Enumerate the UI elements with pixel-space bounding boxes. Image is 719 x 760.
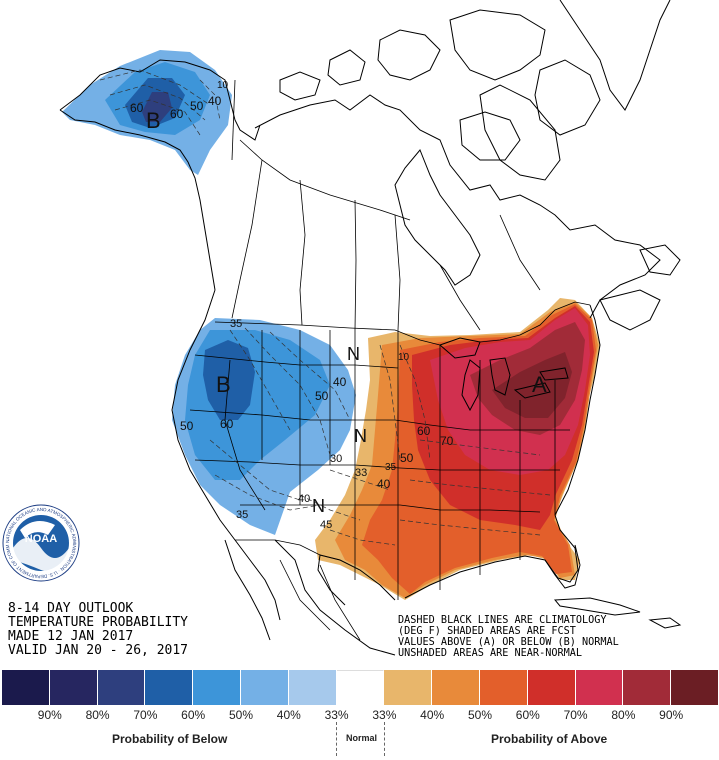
notes-line-4: UNSHADED AREAS ARE NEAR-NORMAL <box>398 648 582 659</box>
outlook-map: B B A N N N 60 60 50 40 10 35 60 50 50 4… <box>0 0 682 659</box>
notes-line-2: (DEG F) SHADED AREAS ARE FCST <box>398 626 576 637</box>
svg-text:50: 50 <box>180 419 194 433</box>
svg-text:40: 40 <box>208 94 222 108</box>
legend-above-label: Probability of Above <box>491 732 608 746</box>
noaa-ring-text: NATIONAL OCEANIC AND ATMOSPHERIC ADMINIS… <box>0 0 77 579</box>
svg-text:NATIONAL OCEANIC AND ATMOSPHER: NATIONAL OCEANIC AND ATMOSPHERIC ADMINIS… <box>0 0 77 579</box>
legend-tick: 80% <box>611 708 636 722</box>
legend-swatch <box>527 670 576 705</box>
notes-line-1: DASHED BLACK LINES ARE CLIMATOLOGY <box>398 615 607 626</box>
svg-text:45: 45 <box>320 519 332 531</box>
legend-tick: 50% <box>228 708 254 722</box>
legend-swatch <box>384 670 433 705</box>
svg-text:30: 30 <box>330 453 342 465</box>
svg-text:50: 50 <box>400 451 414 465</box>
coastlines <box>59 0 682 656</box>
svg-text:35: 35 <box>236 509 248 521</box>
label-b-alaska: B <box>146 108 161 133</box>
legend-swatch <box>2 670 50 705</box>
notes-block: DASHED BLACK LINES ARE CLIMATOLOGY (DEG … <box>398 615 619 659</box>
label-b-west: B <box>216 372 231 397</box>
label-n-2: N <box>354 426 367 446</box>
legend-tick: 33% <box>324 708 349 722</box>
legend-divider-right <box>384 722 385 756</box>
legend-swatch <box>575 670 624 705</box>
noaa-logo: NOAA NATIONAL OCEANIC AND ATMOSPHERIC AD… <box>0 0 80 582</box>
legend-tick-labels: 90% 80% 70% 60% 50% 40% 33% 33% 40% 50% 60% 70% 80% 9… <box>2 708 719 724</box>
legend-swatch <box>623 670 672 705</box>
label-n-1: N <box>347 344 360 364</box>
map-text: B B A N N N 60 60 50 40 10 35 60 50 50 4… <box>130 80 547 531</box>
noaa-logo-text: NOAA <box>25 533 57 545</box>
svg-text:60: 60 <box>220 417 234 431</box>
legend-swatch <box>336 670 385 705</box>
legend-swatch <box>145 670 194 705</box>
legend-swatch <box>671 670 719 705</box>
svg-text:33: 33 <box>355 467 367 479</box>
legend-tick: 70% <box>563 708 588 722</box>
legend-swatch <box>240 670 289 705</box>
west-below-region <box>172 318 356 535</box>
legend-tick: 40% <box>420 708 445 722</box>
legend-tick: 60% <box>181 708 206 722</box>
legend-swatch <box>49 670 98 705</box>
svg-text:10: 10 <box>398 352 410 363</box>
legend-swatch <box>288 670 337 705</box>
political-borders <box>189 79 591 641</box>
label-a-east: A <box>532 372 547 397</box>
title-line-4: VALID JAN 20 - 26, 2017 <box>8 643 188 658</box>
title-line-1: 8-14 DAY OUTLOOK <box>8 601 133 616</box>
svg-text:35: 35 <box>230 318 242 330</box>
legend-swatch <box>97 670 146 705</box>
legend-tick: 70% <box>133 708 158 722</box>
title-line-2: TEMPERATURE PROBABILITY <box>8 615 188 630</box>
legend-below-label: Probability of Below <box>112 732 228 746</box>
svg-text:35: 35 <box>385 462 397 473</box>
climatology-contours <box>99 69 551 546</box>
alaska-below-region <box>62 50 232 175</box>
legend-swatch <box>479 670 528 705</box>
svg-text:60: 60 <box>170 107 184 121</box>
legend-tick: 90% <box>37 708 62 722</box>
legend-tick: 90% <box>659 708 684 722</box>
legend-divider-left <box>336 722 337 756</box>
svg-text:40: 40 <box>377 477 391 491</box>
svg-text:40: 40 <box>298 493 310 505</box>
legend-color-bar <box>2 670 719 705</box>
legend-tick: 33% <box>372 708 397 722</box>
legend-tick: 60% <box>515 708 540 722</box>
title-block: 8-14 DAY OUTLOOK TEMPERATURE PROBABILITY… <box>8 601 188 658</box>
notes-line-3: VALUES ABOVE (A) OR BELOW (B) NORMAL <box>398 637 619 648</box>
legend-swatch <box>193 670 241 705</box>
legend-swatch <box>432 670 480 705</box>
svg-text:50: 50 <box>315 389 329 403</box>
east-above-region <box>315 298 600 600</box>
legend-tick: 40% <box>276 708 301 722</box>
svg-text:70: 70 <box>440 434 454 448</box>
label-n-3: N <box>312 496 325 516</box>
legend-tick: 80% <box>85 708 110 722</box>
svg-text:60: 60 <box>130 101 144 115</box>
legend-tick: 50% <box>467 708 493 722</box>
svg-text:10: 10 <box>217 80 229 91</box>
title-line-3: MADE 12 JAN 2017 <box>8 629 133 644</box>
svg-text:40: 40 <box>333 375 347 389</box>
svg-text:60: 60 <box>417 424 431 438</box>
legend-normal-label: Normal <box>346 733 378 743</box>
svg-text:50: 50 <box>190 99 204 113</box>
